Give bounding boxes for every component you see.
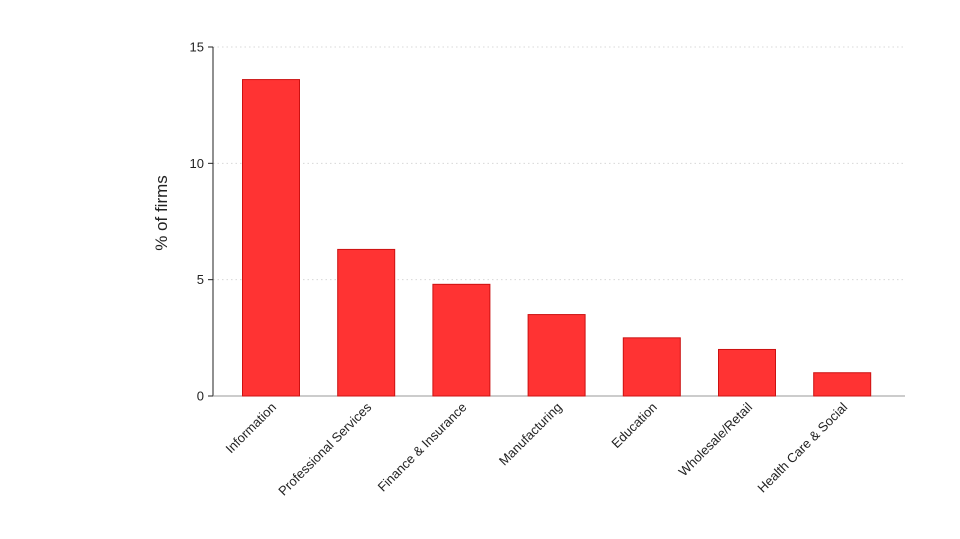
- x-tick-label: Wholesale/Retail: [676, 399, 756, 479]
- x-tick-label: Health Care & Social: [754, 399, 850, 495]
- bar-4: [527, 314, 586, 397]
- x-tick-label: Finance & Insurance: [375, 400, 470, 495]
- x-tick-label: Manufacturing: [496, 400, 565, 469]
- x-tick-label: Professional Services: [275, 399, 374, 498]
- bar-5: [622, 337, 681, 397]
- y-tick-label: 10: [190, 156, 204, 171]
- bar-7: [813, 372, 872, 397]
- y-axis-title: % of firms: [152, 175, 171, 251]
- bar-6: [718, 348, 776, 397]
- bar-1: [242, 79, 300, 397]
- bar-3: [432, 283, 491, 397]
- y-tick-label: 15: [190, 40, 204, 55]
- bars: [242, 79, 872, 397]
- x-tick-label: Education: [608, 400, 659, 451]
- y-tick-label: 0: [197, 389, 204, 404]
- bar-2: [337, 248, 396, 397]
- x-tick-label: Information: [223, 400, 280, 457]
- y-tick-label: 5: [197, 272, 204, 287]
- gridlines: [213, 46, 905, 281]
